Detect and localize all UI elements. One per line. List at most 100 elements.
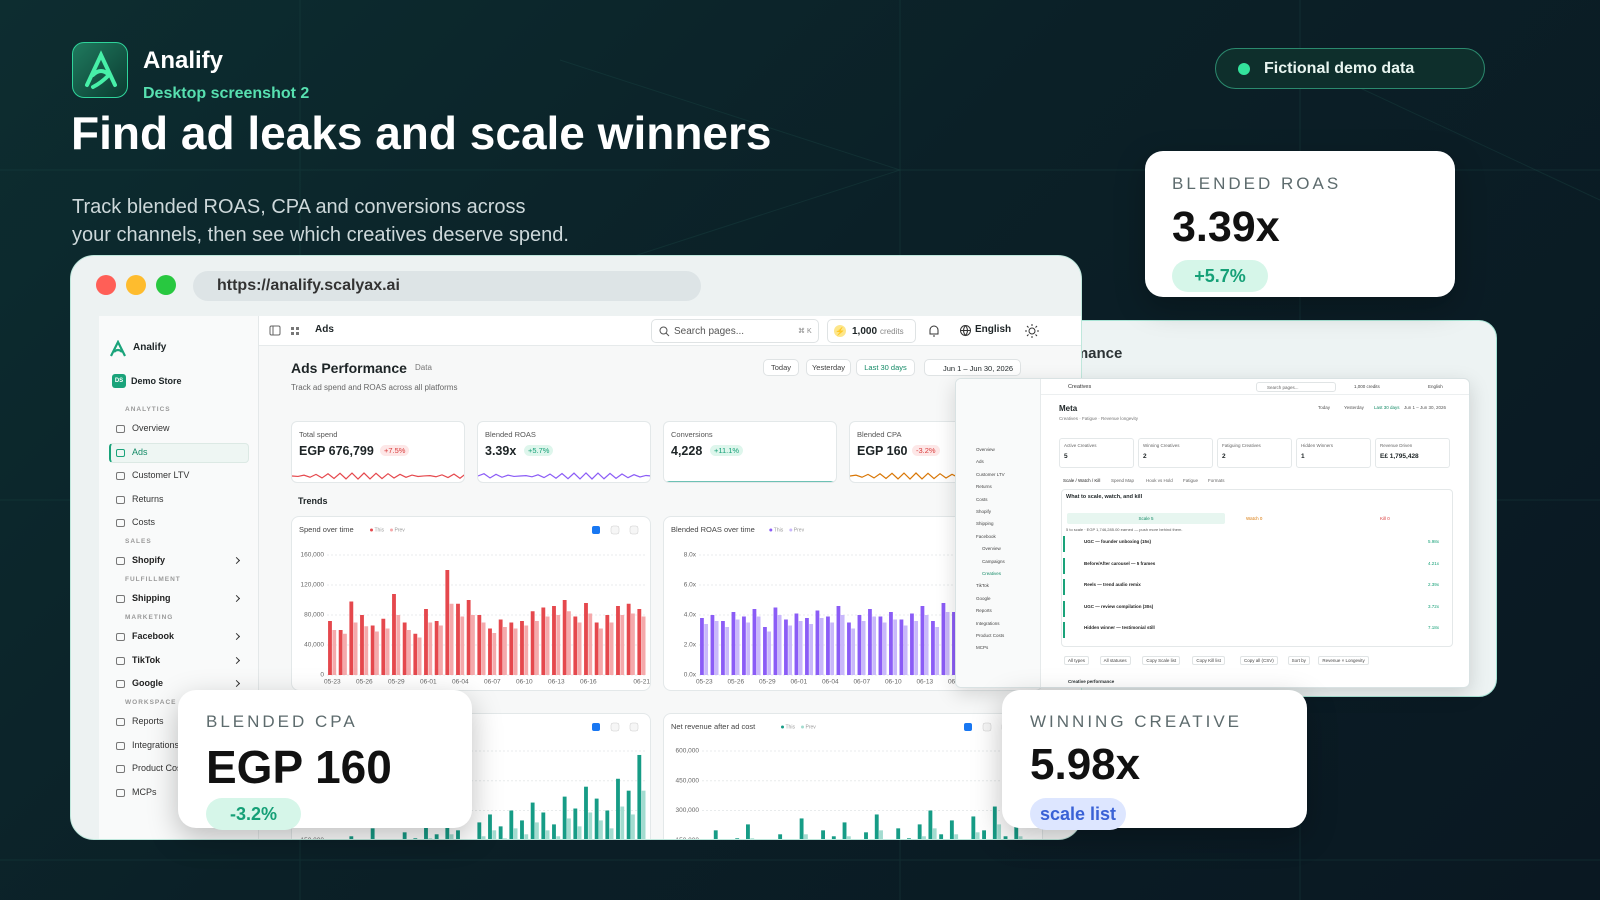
- sidebar-item[interactable]: Overview: [132, 423, 170, 433]
- kpi-delta: +11.1%: [710, 445, 744, 456]
- overlay-item-name: UGC — founder unboxing (15s): [1084, 539, 1151, 544]
- y-tick-label: 4.0x: [684, 612, 697, 619]
- date-range[interactable]: Jun 1 – Jun 30, 2026: [924, 359, 1021, 376]
- sidebar-item[interactable]: Ads: [132, 446, 148, 457]
- language[interactable]: English: [975, 324, 1012, 335]
- overlay-tab[interactable]: Hook vs Hold: [1146, 478, 1173, 483]
- bar: [385, 628, 390, 675]
- overlay-filter[interactable]: Copy Scale list: [1142, 656, 1181, 665]
- bar: [434, 834, 439, 839]
- overlay-filter[interactable]: Copy Kill list: [1192, 656, 1225, 665]
- bar: [605, 615, 610, 675]
- bar: [541, 607, 546, 675]
- overlay-filter[interactable]: Copy all (CSV): [1240, 656, 1278, 665]
- overlay-tab[interactable]: Formats: [1208, 478, 1225, 483]
- bar: [492, 633, 497, 675]
- badge-dot: [1238, 62, 1250, 75]
- overlay-range[interactable]: Today: [1318, 405, 1331, 410]
- sidebar-item[interactable]: Shipping: [132, 593, 171, 603]
- sidebar-item[interactable]: Shopify: [132, 555, 165, 565]
- bar: [466, 600, 471, 675]
- sidebar-brand: Analify: [133, 342, 167, 353]
- bar: [370, 625, 375, 675]
- card-chip: +5.7%: [1172, 260, 1268, 292]
- overlay-tab[interactable]: Spend Map: [1111, 478, 1135, 483]
- sidebar-item[interactable]: Reports: [132, 716, 164, 726]
- credits-value: 1,000: [852, 326, 878, 337]
- sidebar-item[interactable]: Facebook: [132, 631, 175, 641]
- store-initials: DS: [112, 374, 126, 388]
- overlay-kpi-value: 1: [1301, 453, 1305, 460]
- bar: [552, 606, 556, 675]
- overlay-sidebar-item: Integrations: [976, 620, 1000, 626]
- kpi-value: EGP 160: [857, 444, 908, 458]
- kpi-label: Blended CPA: [857, 430, 902, 439]
- overlay-col: Scale 5: [1067, 513, 1225, 524]
- overlay-search[interactable]: Search pages...: [1256, 382, 1336, 392]
- overlay-kpi-value: 2: [1222, 453, 1226, 460]
- overlay-range[interactable]: Last 30 days: [1374, 405, 1400, 410]
- brand-name: Analify: [143, 47, 224, 74]
- range-button[interactable]: Today: [763, 359, 799, 376]
- bar: [931, 621, 935, 675]
- search-box[interactable]: Search pages... ⌘ K: [651, 319, 819, 343]
- chart: Net revenue after ad costThisPrev0150,00…: [671, 722, 1024, 839]
- sidebar-item[interactable]: Product Costs: [132, 763, 189, 773]
- sidebar-item[interactable]: TikTok: [132, 654, 161, 665]
- logo: [72, 42, 128, 98]
- bar: [857, 615, 862, 675]
- url-bar[interactable]: https://analify.scalyax.ai: [193, 271, 701, 301]
- globe-icon: [960, 325, 971, 337]
- overlay-range[interactable]: Yesterday: [1344, 405, 1364, 410]
- store-name[interactable]: Demo Store: [131, 376, 182, 386]
- overlay-range[interactable]: Jun 1 – Jun 30, 2026: [1404, 405, 1447, 410]
- kpi-label: Total spend: [299, 430, 338, 439]
- sidebar-item[interactable]: Integrations: [132, 739, 180, 750]
- kpi-tile: Blended ROAS 3.39x +5.7%: [477, 421, 651, 483]
- sidebar-item[interactable]: Costs: [132, 517, 156, 527]
- sidebar-item[interactable]: MCPs: [132, 786, 157, 797]
- sidebar-item[interactable]: Google: [132, 678, 163, 688]
- chevron: [232, 632, 241, 641]
- x-tick-label: 06-13: [548, 679, 565, 686]
- bar: [541, 812, 546, 839]
- overlay-tab[interactable]: Fatigue: [1183, 478, 1199, 483]
- overlay-tab[interactable]: Scale / Watch / Kill: [1063, 478, 1101, 483]
- platform-icon: [629, 525, 639, 535]
- overlay-item-bar: [1063, 622, 1065, 638]
- overlay-filter[interactable]: Revenue × Longevity: [1318, 656, 1369, 665]
- bar: [609, 622, 614, 675]
- overlay-credits: 1,000 credits: [1354, 384, 1380, 389]
- kpi-card: BLENDED CPA EGP 160 -3.2%: [178, 690, 472, 830]
- x-tick-label: 06-01: [420, 679, 437, 686]
- range-button[interactable]: Yesterday: [806, 359, 851, 376]
- bar: [826, 616, 830, 675]
- credits-box[interactable]: ⚡ 1,000 credits: [827, 319, 916, 343]
- bell-icon[interactable]: [927, 324, 941, 338]
- overlay-item-name: UGC — review compilation (30s): [1084, 603, 1154, 609]
- bar: [424, 824, 428, 839]
- bar: [641, 616, 646, 675]
- overlay-filter[interactable]: All statuses: [1099, 656, 1131, 665]
- overlay-item-name: Reels — trend audio remix: [1084, 582, 1141, 587]
- card-chip: -3.2%: [206, 798, 301, 830]
- card-value: EGP 160: [206, 741, 392, 793]
- bar: [975, 832, 980, 839]
- overlay-sidebar-item: Overview: [982, 546, 1001, 552]
- range-button[interactable]: Last 30 days: [856, 359, 915, 376]
- sidebar-item[interactable]: Returns: [132, 493, 164, 504]
- bar: [620, 806, 625, 839]
- theme-icon[interactable]: [1025, 324, 1039, 338]
- sparkline: [292, 472, 464, 480]
- overlay-filter[interactable]: All types: [1064, 656, 1090, 665]
- item-icon: [116, 680, 125, 688]
- bar: [917, 824, 922, 839]
- item-icon: [116, 472, 125, 480]
- bar: [428, 622, 433, 675]
- chart-panel: Net revenue after ad costThisPrev0150,00…: [663, 713, 1043, 839]
- bar: [700, 618, 704, 675]
- search-shortcut: ⌘ K: [798, 328, 812, 335]
- overlay-filter[interactable]: Sort by: [1287, 656, 1310, 665]
- sidebar-item[interactable]: Customer LTV: [132, 470, 190, 480]
- x-tick-label: 06-07: [853, 679, 870, 686]
